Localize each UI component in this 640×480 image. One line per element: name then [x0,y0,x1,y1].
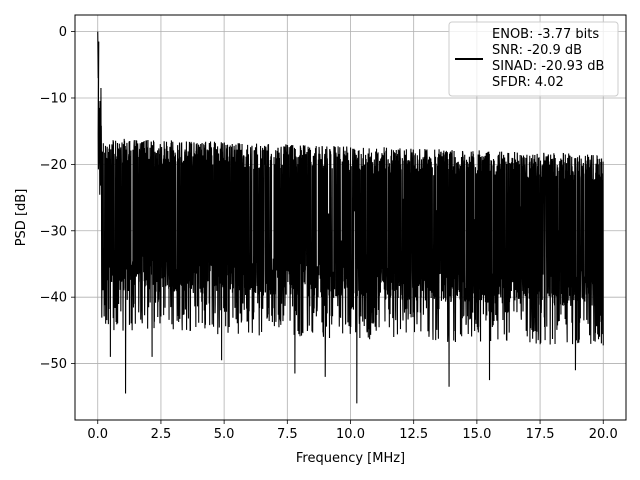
x-tick-label: 0.0 [87,427,108,442]
y-tick-label: −30 [40,224,67,239]
legend: ENOB: -3.77 bits SNR: -20.9 dB SINAD: -2… [448,21,619,97]
legend-box [448,21,619,97]
y-axis-ticks: 0 −10 −20 −30 −40 −50 [40,25,75,372]
y-tick-label: −40 [40,291,67,306]
x-tick-label: 17.5 [526,427,555,442]
x-axis-ticks: 0.0 2.5 5.0 7.5 10.0 12.5 15.0 17.5 20.0 [87,420,618,442]
x-tick-label: 20.0 [589,427,618,442]
x-tick-label: 7.5 [277,427,298,442]
x-tick-label: 2.5 [151,427,172,442]
x-tick-label: 15.0 [462,427,491,442]
legend-sfdr: SFDR: 4.02 [492,75,564,90]
legend-sinad: SINAD: -20.93 dB [492,59,604,74]
y-tick-label: −50 [40,357,67,372]
y-tick-label: −20 [40,158,67,173]
x-axis-label: Frequency [MHz] [296,451,405,466]
legend-snr: SNR: -20.9 dB [492,43,582,58]
psd-trace [97,31,604,404]
legend-enob: ENOB: -3.77 bits [492,27,599,42]
x-tick-label: 10.0 [336,427,365,442]
y-tick-label: −10 [40,91,67,106]
x-tick-label: 12.5 [399,427,428,442]
y-axis-label: PSD [dB] [14,189,29,247]
plot-area [97,31,604,404]
y-tick-label: 0 [59,25,67,40]
x-tick-label: 5.0 [214,427,235,442]
